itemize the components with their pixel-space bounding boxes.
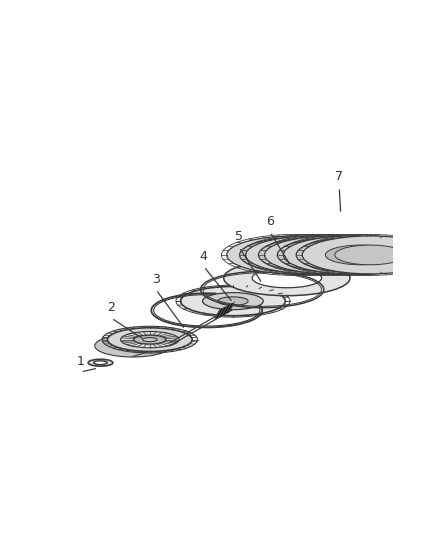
Ellipse shape xyxy=(224,260,350,296)
Ellipse shape xyxy=(227,236,362,274)
Ellipse shape xyxy=(180,286,285,316)
Ellipse shape xyxy=(259,245,330,265)
Ellipse shape xyxy=(246,236,381,274)
Ellipse shape xyxy=(203,293,263,310)
Ellipse shape xyxy=(307,245,377,265)
Ellipse shape xyxy=(258,237,387,273)
Ellipse shape xyxy=(297,245,367,265)
Ellipse shape xyxy=(335,245,405,265)
Ellipse shape xyxy=(107,328,192,351)
Ellipse shape xyxy=(240,237,368,273)
Ellipse shape xyxy=(316,245,386,265)
Text: 7: 7 xyxy=(335,171,343,183)
Ellipse shape xyxy=(88,359,113,366)
Text: 5: 5 xyxy=(235,230,243,244)
Ellipse shape xyxy=(278,245,349,265)
Ellipse shape xyxy=(142,337,157,342)
Ellipse shape xyxy=(94,361,107,365)
Text: 3: 3 xyxy=(152,273,160,286)
Ellipse shape xyxy=(288,245,358,265)
Ellipse shape xyxy=(95,335,171,357)
Text: 2: 2 xyxy=(107,301,115,314)
Ellipse shape xyxy=(296,237,425,273)
Text: 4: 4 xyxy=(200,249,208,263)
Ellipse shape xyxy=(283,236,419,274)
Ellipse shape xyxy=(269,245,339,265)
Ellipse shape xyxy=(265,236,400,274)
Ellipse shape xyxy=(252,268,321,288)
Polygon shape xyxy=(215,303,234,318)
Ellipse shape xyxy=(302,236,438,274)
Ellipse shape xyxy=(218,297,248,305)
Ellipse shape xyxy=(325,245,396,265)
Text: 1: 1 xyxy=(77,355,85,368)
Text: 6: 6 xyxy=(266,215,274,228)
Ellipse shape xyxy=(134,335,166,344)
Ellipse shape xyxy=(277,237,406,273)
